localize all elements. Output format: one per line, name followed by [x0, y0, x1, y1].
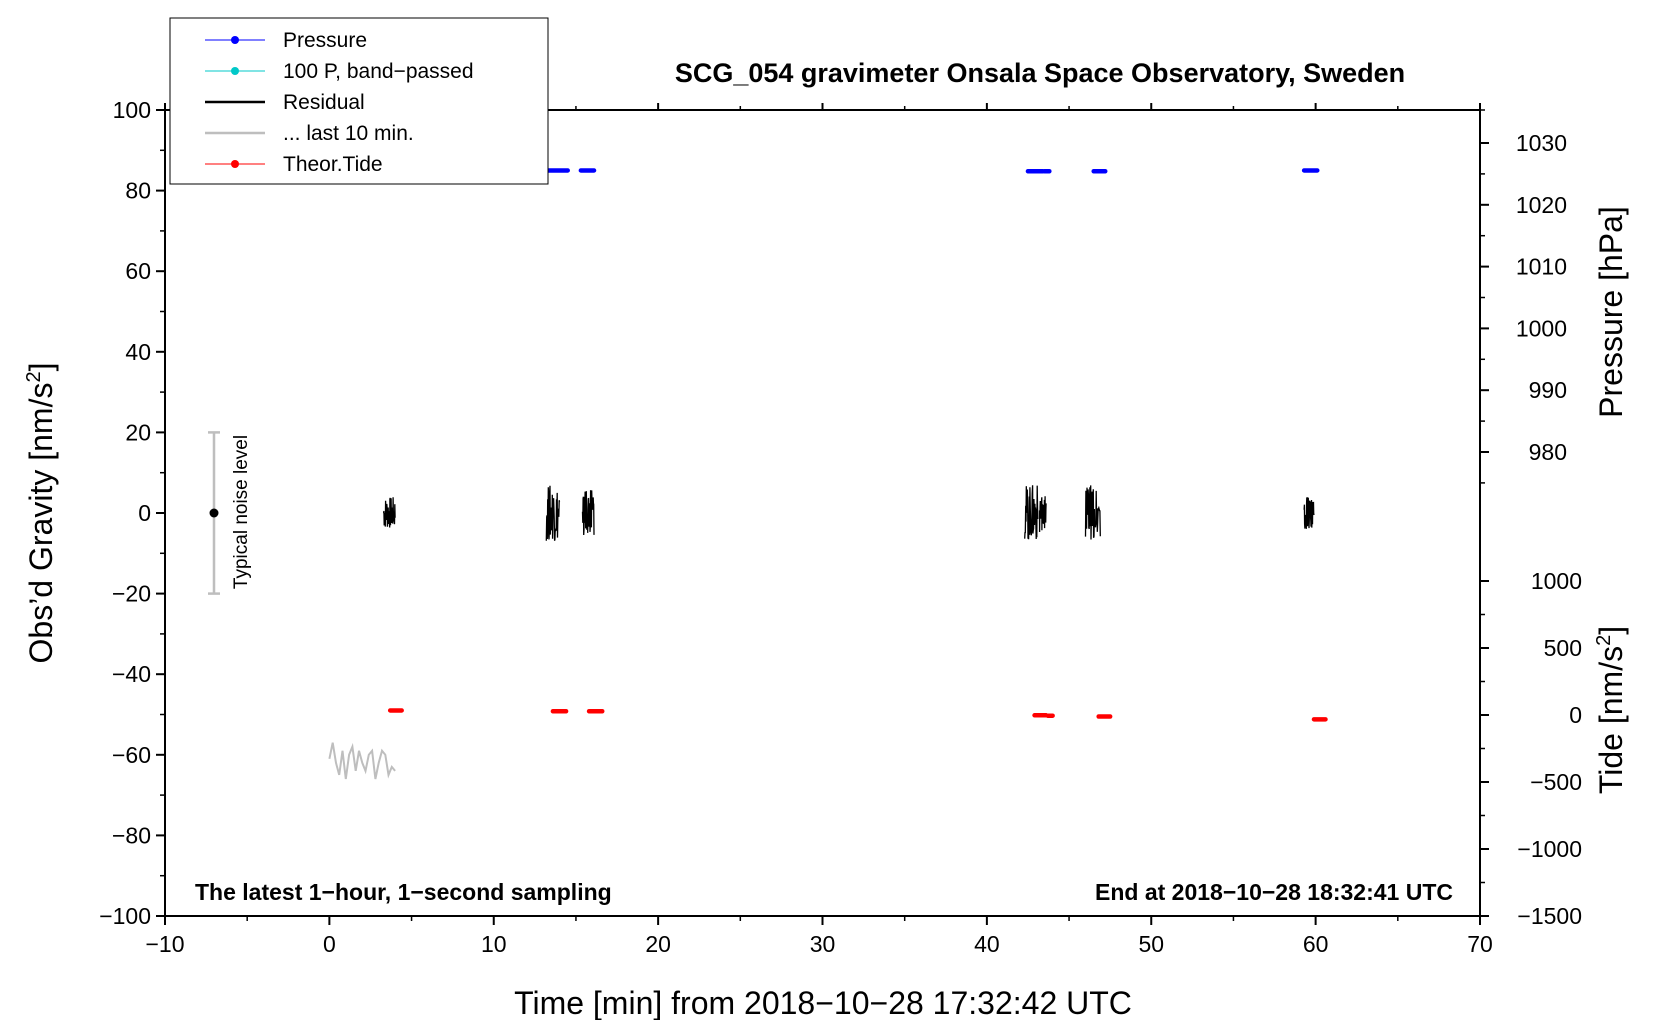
tide-tick-label: 1000	[1531, 568, 1582, 594]
plot-area	[328, 168, 1328, 780]
pressure-axis-label: Pressure [hPa]	[1593, 206, 1629, 418]
residual-burst	[382, 497, 396, 528]
legend-label: Theor.Tide	[283, 153, 383, 176]
pressure-tick-label: 990	[1529, 377, 1567, 403]
x-tick-label: 10	[481, 931, 507, 957]
y-tick-label: 80	[125, 178, 151, 204]
residual-burst	[1084, 485, 1101, 540]
legend-items: Pressure 100 P, band−passed Residual ... la…	[205, 29, 474, 176]
pressure-tick-label: 1010	[1516, 254, 1567, 280]
x-tick-label: 70	[1467, 931, 1493, 957]
legend-label: Residual	[283, 91, 365, 114]
y-tick-label: 20	[125, 419, 151, 445]
tide-tick-label: −1000	[1517, 836, 1582, 862]
legend-marker	[231, 160, 239, 168]
legend: Pressure 100 P, band−passed Residual ... la…	[169, 17, 549, 185]
y-tick-label: 40	[125, 339, 151, 365]
last-10-min-line	[328, 742, 396, 780]
x-tick-label: 60	[1303, 931, 1329, 957]
y-tick-label: −40	[112, 661, 151, 687]
noise-level-label: Typical noise level	[231, 435, 252, 589]
legend-label: 100 P, band−passed	[283, 60, 474, 83]
x-tick-label: −10	[145, 931, 184, 957]
y-tick-label: −60	[112, 742, 151, 768]
residual-burst	[1303, 497, 1315, 529]
y-tick-label: −20	[112, 581, 151, 607]
residual-burst	[545, 485, 561, 541]
x-tick-label: 30	[810, 931, 836, 957]
noise-level-bar	[208, 431, 220, 595]
pressure-tick-label: 1030	[1516, 130, 1567, 156]
y-tick-label: −100	[99, 903, 151, 929]
plot-frame	[164, 109, 1481, 917]
pressure-tick-label: 980	[1529, 439, 1567, 465]
chart-title: SCG_054 gravimeter Onsala Space Observat…	[675, 58, 1405, 88]
y-tick-label: 60	[125, 258, 151, 284]
y-tick-label: 100	[113, 97, 151, 123]
x-tick-label: 40	[974, 931, 1000, 957]
noise-bar-center-dot	[209, 508, 219, 518]
residual-burst	[1024, 485, 1039, 540]
y-axis-label: Obs’d Gravity [nm/s2]	[23, 363, 59, 664]
legend-marker	[231, 67, 239, 75]
residual-burst	[581, 490, 595, 536]
x-tick-label: 50	[1138, 931, 1164, 957]
y-tick-label: −80	[112, 822, 151, 848]
legend-label: ... last 10 min.	[283, 122, 414, 145]
residual-burst	[1038, 496, 1047, 533]
tide-tick-label: 500	[1544, 635, 1582, 661]
legend-marker	[231, 36, 239, 44]
pressure-tick-label: 1020	[1516, 192, 1567, 218]
tide-tick-label: −1500	[1517, 903, 1582, 929]
tide-axis-label: Tide [nm/s2]	[1593, 626, 1629, 794]
legend-label: Pressure	[283, 29, 367, 52]
tide-tick-label: −500	[1530, 769, 1582, 795]
x-tick-label: 20	[645, 931, 671, 957]
y-tick-label: 0	[138, 500, 151, 526]
right-note: End at 2018−10−28 18:32:41 UTC	[1095, 879, 1453, 905]
axes: −10 0 10 20 30 40 50 60 70100806040200−20−40−60−…	[99, 97, 1582, 957]
tide-tick-label: 0	[1569, 702, 1582, 728]
x-tick-label: 0	[323, 931, 336, 957]
x-axis-label: Time [min] from 2018−10−28 17:32:42 UTC	[514, 985, 1132, 1020]
left-note: The latest 1−hour, 1−second sampling	[195, 879, 612, 905]
pressure-tick-label: 1000	[1516, 315, 1567, 341]
